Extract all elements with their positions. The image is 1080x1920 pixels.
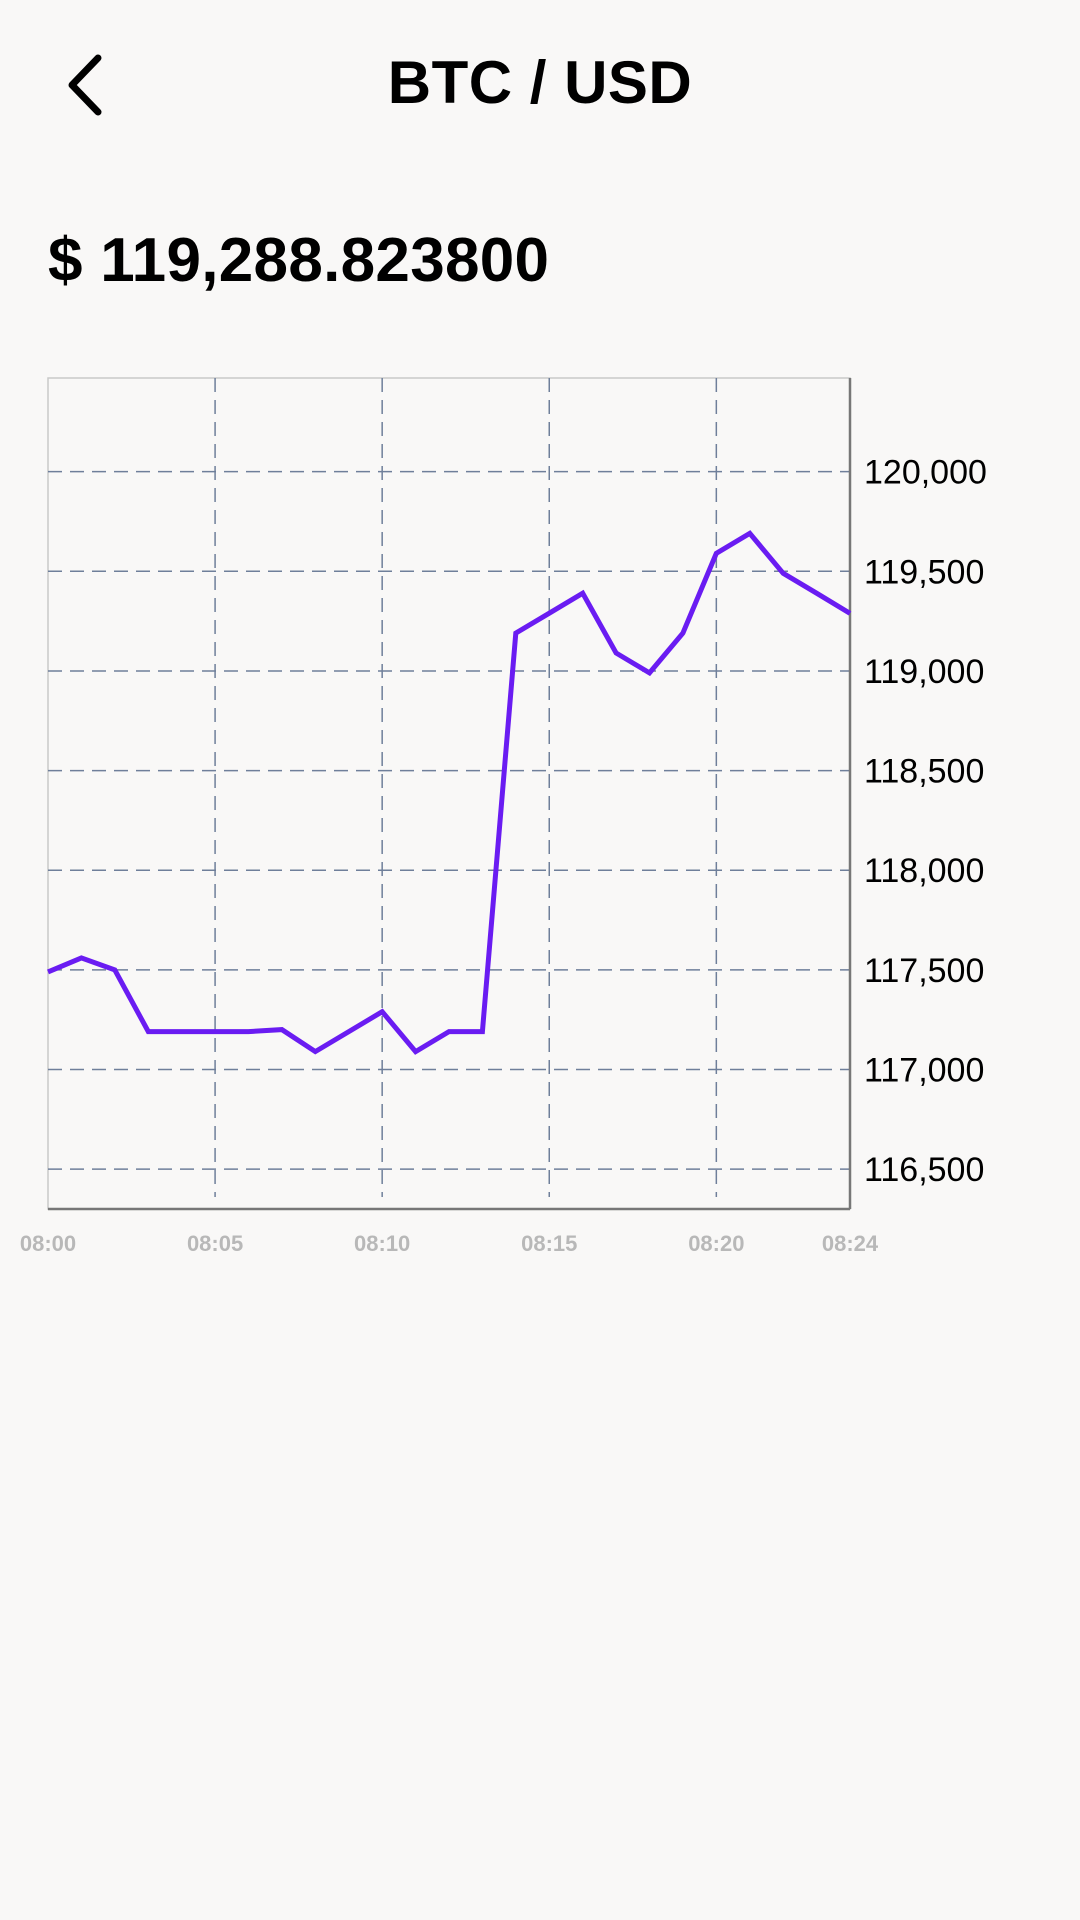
y-tick-label: 116,500 [864,1151,984,1189]
x-tick-label: 08:00 [20,1231,76,1256]
y-tick-label: 119,500 [864,553,984,591]
price-chart-svg: 120,000 119,500 119,000 118,500 118,000 117,5… [20,377,987,1256]
y-tick-label: 120,000 [864,454,987,492]
chevron-left-icon [60,50,110,120]
x-tick-label: 08:10 [354,1231,410,1256]
price-chart[interactable]: 120,000 119,500 119,000 118,500 118,000 117,5… [0,360,1080,1280]
price-series-line [47,530,852,1055]
y-tick-label: 117,000 [864,1052,984,1090]
y-tick-label: 117,500 [864,952,984,990]
current-price: $ 119,288.823800 [48,226,550,295]
plot-frame [47,377,851,1210]
y-tick-label: 118,500 [864,753,984,791]
y-tick-label: 118,000 [864,852,984,890]
x-tick-label: 08:24 [822,1231,879,1256]
back-button[interactable] [40,35,130,135]
page-title: BTC / USD [387,49,693,116]
x-tick-label: 08:05 [187,1231,243,1256]
y-tick-label: 119,000 [864,653,984,691]
top-bar: BTC / USD [0,0,1080,170]
x-tick-label: 08:20 [688,1231,744,1256]
x-tick-label: 08:15 [521,1231,577,1256]
